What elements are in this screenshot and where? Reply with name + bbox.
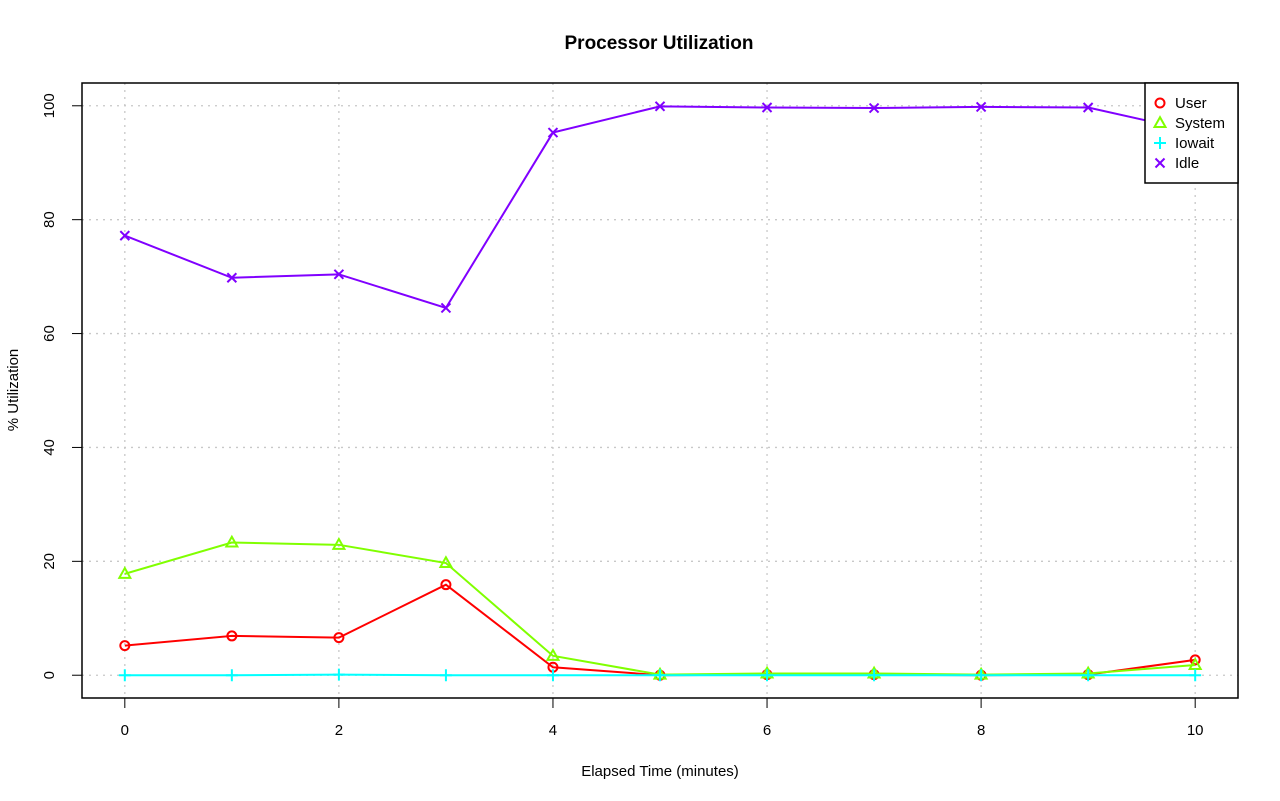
series-idle-point <box>654 101 666 112</box>
x-tick-label: 4 <box>549 722 557 739</box>
x-tick-label: 6 <box>763 722 771 739</box>
series-iowait-point <box>1082 669 1095 682</box>
x-axis: 0 2 4 6 8 10 <box>121 697 1204 739</box>
series-idle-point <box>975 101 987 113</box>
series-iowait-point <box>1189 669 1202 682</box>
series-system-point <box>438 555 454 569</box>
legend-label-idle: Idle <box>1175 155 1199 172</box>
y-tick-label: 40 <box>41 439 58 456</box>
series-user <box>119 579 1201 681</box>
series-iowait-point <box>439 669 452 682</box>
series-iowait-point <box>332 668 345 681</box>
y-tick-label: 20 <box>41 553 58 570</box>
series-iowait-point <box>225 669 238 682</box>
legend-marker-system <box>1152 115 1168 128</box>
legend-label-user: User <box>1175 95 1207 112</box>
y-axis-label: % Utilization <box>5 349 22 432</box>
grid <box>82 83 1238 698</box>
series-user-point <box>226 630 238 642</box>
chart-title: Processor Utilization <box>565 33 754 54</box>
y-tick-label: 60 <box>41 325 58 342</box>
series-idle-point <box>440 302 452 314</box>
legend-box <box>1144 82 1239 184</box>
series-idle <box>119 101 1201 314</box>
series-idle-line <box>124 105 1196 310</box>
series-user-point <box>1189 654 1201 666</box>
series-system-point <box>331 536 347 550</box>
series-system-point <box>545 648 561 661</box>
y-axis: 0 20 40 60 80 100 <box>41 93 82 679</box>
series-user-point <box>333 632 345 644</box>
series-system-point <box>1187 657 1203 670</box>
series-user-line <box>124 583 1196 677</box>
series-iowait <box>118 668 1202 682</box>
legend-marker-user <box>1154 97 1166 109</box>
series-iowait-point <box>975 669 988 682</box>
series-idle-point <box>226 272 238 283</box>
series-idle-point <box>1082 102 1094 113</box>
series-idle-point <box>868 102 880 114</box>
legend-marker-iowait <box>1154 137 1166 149</box>
series-idle-point <box>333 269 345 280</box>
series-iowait-point <box>118 669 131 682</box>
series-iowait-point <box>546 669 559 682</box>
series-system <box>117 534 1203 680</box>
legend-label-iowait: Iowait <box>1175 135 1215 152</box>
x-tick-label: 8 <box>977 722 985 739</box>
legend-marker-idle <box>1154 157 1166 169</box>
series-system-line <box>124 541 1196 676</box>
y-tick-label: 0 <box>41 671 58 679</box>
series-iowait-point <box>654 669 666 682</box>
x-axis-label: Elapsed Time (minutes) <box>581 763 739 780</box>
plot-frame <box>81 82 1239 699</box>
series-iowait-point <box>761 669 774 682</box>
series-system-point <box>117 566 133 579</box>
series-layer <box>117 101 1203 682</box>
legend-label-system: System <box>1175 115 1225 132</box>
legend: User System Iowait Idle <box>1144 82 1239 184</box>
series-iowait-point <box>868 669 881 682</box>
series-user-point <box>440 579 452 591</box>
series-user-point <box>119 640 131 652</box>
series-idle-point <box>761 102 773 113</box>
series-idle-point <box>547 127 559 138</box>
series-idle-point <box>119 230 131 241</box>
y-tick-label: 100 <box>41 93 58 118</box>
x-tick-label: 10 <box>1187 722 1204 739</box>
x-tick-label: 0 <box>121 722 129 739</box>
series-system-point <box>224 534 240 548</box>
y-tick-label: 80 <box>41 211 58 228</box>
x-tick-label: 2 <box>335 722 343 739</box>
